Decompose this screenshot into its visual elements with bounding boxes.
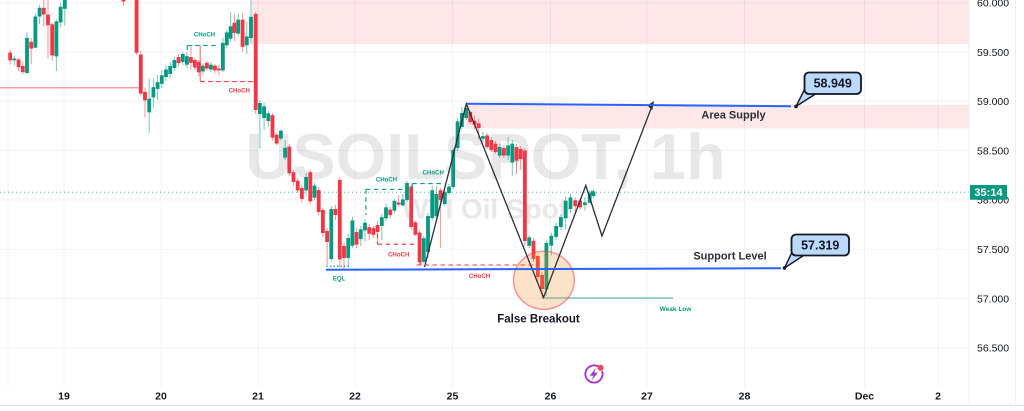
svg-text:Weak Low: Weak Low <box>660 306 693 313</box>
svg-text:Support Level: Support Level <box>693 251 766 263</box>
svg-text:56.500: 56.500 <box>977 343 1009 355</box>
svg-text:58.500: 58.500 <box>977 145 1009 157</box>
svg-text:21: 21 <box>252 391 264 403</box>
svg-text:CHoCH: CHoCH <box>388 252 409 259</box>
svg-text:EQL: EQL <box>333 277 346 283</box>
svg-text:60.000: 60.000 <box>977 0 1009 10</box>
svg-text:CHoCH: CHoCH <box>229 88 250 95</box>
svg-text:27: 27 <box>641 391 653 403</box>
svg-text:CHoCH: CHoCH <box>469 273 490 280</box>
svg-text:57.319: 57.319 <box>801 239 839 253</box>
svg-text:22: 22 <box>349 391 361 403</box>
svg-text:59.000: 59.000 <box>977 96 1009 108</box>
svg-text:USOILSPOT, 1h: USOILSPOT, 1h <box>245 120 725 193</box>
svg-text:CHoCH: CHoCH <box>423 170 444 177</box>
svg-text:Dec: Dec <box>855 391 874 403</box>
svg-text:57.500: 57.500 <box>977 244 1009 256</box>
svg-text:Area Supply: Area Supply <box>701 110 766 122</box>
svg-text:26: 26 <box>545 391 557 403</box>
svg-text:57.000: 57.000 <box>977 293 1009 305</box>
svg-text:20: 20 <box>155 391 167 403</box>
svg-text:28: 28 <box>739 391 751 403</box>
svg-text:58.949: 58.949 <box>814 77 852 91</box>
svg-text:59.500: 59.500 <box>977 47 1009 59</box>
svg-text:35:14: 35:14 <box>974 187 1003 199</box>
svg-text:19: 19 <box>58 391 70 403</box>
svg-text:25: 25 <box>447 391 459 403</box>
svg-text:CHoCH: CHoCH <box>376 177 397 184</box>
svg-text:CHoCH: CHoCH <box>194 32 215 39</box>
svg-text:False Breakout: False Breakout <box>497 314 580 326</box>
svg-text:2: 2 <box>935 391 941 403</box>
